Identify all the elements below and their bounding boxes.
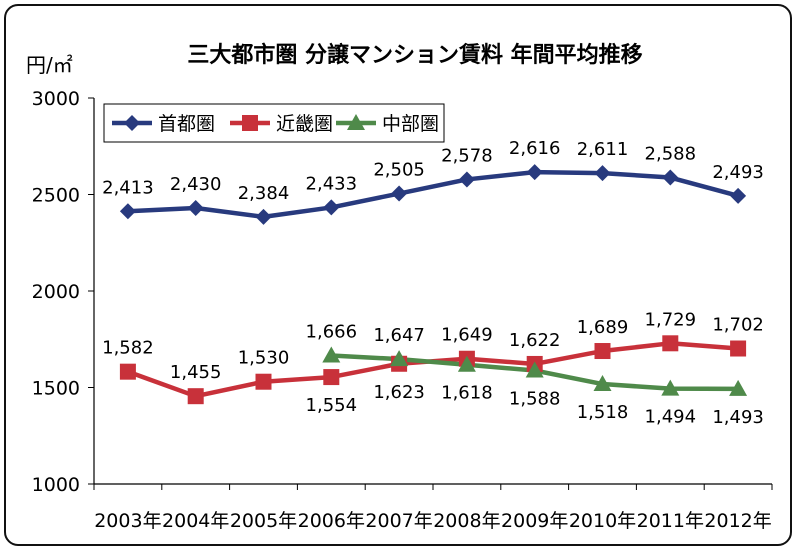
data-point-marker (729, 379, 748, 396)
x-tick-label: 2007年 (365, 510, 432, 532)
data-point-marker (187, 200, 204, 217)
data-label: 1,493 (712, 407, 764, 428)
data-labels: 2,413 2,430 2,384 2,433 2,505 2,578 2,616 2,611… (102, 138, 764, 428)
data-label: 2,433 (306, 173, 358, 194)
data-label: 1,618 (441, 383, 493, 404)
data-point-marker (323, 369, 340, 386)
data-label: 1,530 (238, 348, 290, 369)
series-markers (119, 164, 748, 405)
data-label: 1,689 (577, 317, 629, 338)
x-tick-label: 2011年 (637, 510, 704, 532)
y-tick-label: 2500 (32, 185, 80, 207)
data-label: 2,578 (441, 145, 493, 166)
data-point-marker (457, 355, 476, 372)
x-tick-label: 2012年 (704, 510, 771, 532)
data-point-marker (594, 343, 611, 360)
x-tick-label: 2009年 (501, 510, 568, 532)
data-label: 2,505 (373, 160, 425, 181)
data-point-marker (662, 169, 679, 186)
legend-box (103, 103, 445, 143)
data-point-marker (730, 187, 747, 204)
data-point-marker (119, 363, 136, 380)
legend: 首都圏 近畿圏 中部圏 (103, 103, 445, 143)
chart-frame (4, 4, 792, 546)
data-point-marker (322, 346, 341, 363)
data-label: 1,647 (373, 325, 425, 346)
data-label: 1,494 (645, 407, 697, 428)
x-tick-label: 2010年 (569, 510, 636, 532)
data-label: 1,666 (306, 321, 358, 342)
data-label: 1,455 (170, 362, 222, 383)
legend-swatch-marker (347, 114, 365, 130)
data-point-marker (391, 185, 408, 202)
data-label: 2,493 (712, 162, 764, 183)
data-point-marker (390, 350, 409, 367)
y-axis-unit: 円/㎡ (26, 53, 73, 77)
x-tick-label: 2003年 (94, 510, 161, 532)
data-label: 2,616 (509, 138, 561, 159)
chart-title: 三大都市圏 分譲マンション賃料 年間平均推移 (187, 42, 642, 68)
series-line-1 (127, 169, 739, 220)
data-label: 1,622 (509, 330, 561, 351)
data-point-marker (458, 171, 475, 188)
data-label: 2,430 (170, 174, 222, 195)
y-tick-label: 1500 (32, 378, 80, 400)
data-label: 1,702 (712, 315, 764, 336)
data-label: 1,588 (509, 389, 561, 410)
x-tick-label: 2006年 (298, 510, 365, 532)
legend-label: 近畿圏 (276, 113, 333, 135)
data-label: 1,518 (577, 402, 629, 423)
data-point-marker (594, 165, 611, 182)
data-label: 2,384 (238, 183, 290, 204)
x-tick-label: 2004年 (162, 510, 229, 532)
data-point-marker (187, 388, 204, 405)
data-point-marker (119, 203, 136, 220)
data-label: 2,413 (102, 177, 154, 198)
data-label: 1,623 (373, 382, 425, 403)
y-tick-label: 1000 (32, 474, 80, 496)
data-label: 1,554 (306, 395, 358, 416)
x-tick-label: 2008年 (433, 510, 500, 532)
y-tick-label: 3000 (32, 88, 80, 110)
data-point-marker (323, 199, 340, 216)
data-label: 1,582 (102, 338, 154, 359)
data-point-marker (730, 340, 747, 357)
legend-swatch-marker (124, 115, 140, 131)
data-label: 1,729 (645, 309, 697, 330)
data-label: 1,649 (441, 325, 493, 346)
data-point-marker (255, 208, 272, 225)
y-tick-label: 2000 (32, 281, 80, 303)
data-point-marker (526, 164, 543, 181)
legend-swatch-marker (242, 115, 258, 131)
data-point-marker (525, 361, 544, 378)
data-point-marker (593, 375, 612, 392)
data-label: 2,588 (645, 144, 697, 165)
x-tick-label: 2005年 (230, 510, 297, 532)
data-point-marker (662, 335, 679, 352)
data-point-marker (661, 379, 680, 396)
axes: 1000 1500 2000 2500 3000 2003年 2004年 2005年 2006年… (32, 88, 773, 532)
legend-label: 中部圏 (382, 113, 439, 135)
legend-label: 首都圏 (158, 113, 215, 135)
data-point-marker (255, 373, 272, 390)
data-label: 2,611 (577, 139, 629, 160)
